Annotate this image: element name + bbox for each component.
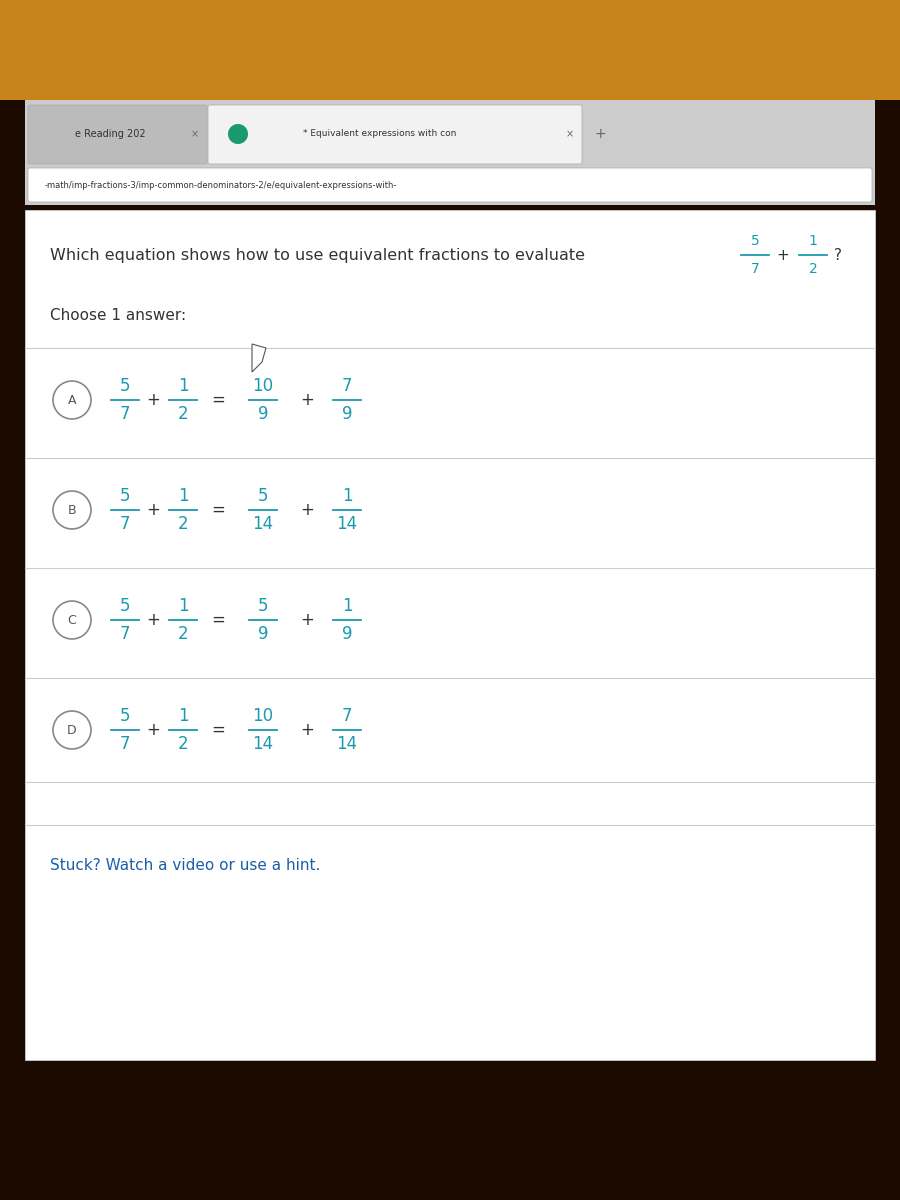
Text: +: +	[777, 247, 789, 263]
Text: 7: 7	[120, 625, 130, 643]
Text: 14: 14	[337, 734, 357, 754]
Text: =: =	[212, 502, 225, 518]
Text: Stuck? Watch a video or use a hint.: Stuck? Watch a video or use a hint.	[50, 858, 320, 872]
Text: 7: 7	[120, 515, 130, 533]
Text: 5: 5	[751, 234, 760, 248]
Text: 7: 7	[120, 404, 130, 422]
Text: 5: 5	[257, 487, 268, 505]
Text: 9: 9	[257, 625, 268, 643]
Text: 9: 9	[257, 404, 268, 422]
Text: 5: 5	[120, 377, 130, 395]
Text: +: +	[146, 611, 160, 629]
Text: Choose 1 answer:: Choose 1 answer:	[50, 307, 186, 323]
Text: e Reading 202: e Reading 202	[75, 128, 145, 139]
Text: 7: 7	[342, 707, 352, 725]
Text: +: +	[300, 611, 314, 629]
Text: 1: 1	[177, 707, 188, 725]
Text: 5: 5	[120, 596, 130, 614]
FancyBboxPatch shape	[25, 100, 875, 205]
Text: 7: 7	[342, 377, 352, 395]
Text: 5: 5	[257, 596, 268, 614]
Text: 10: 10	[252, 707, 274, 725]
Text: * Equivalent expressions with con: * Equivalent expressions with con	[303, 130, 456, 138]
Text: 5: 5	[120, 707, 130, 725]
Text: D: D	[68, 724, 76, 737]
Circle shape	[228, 124, 248, 144]
Text: ?: ?	[834, 247, 842, 263]
Text: 1: 1	[177, 487, 188, 505]
Text: +: +	[300, 502, 314, 518]
Text: Which equation shows how to use equivalent fractions to evaluate: Which equation shows how to use equivale…	[50, 247, 585, 263]
Text: +: +	[300, 391, 314, 409]
Text: 5: 5	[120, 487, 130, 505]
Text: 14: 14	[252, 734, 274, 754]
Text: =: =	[212, 721, 225, 739]
Text: ×: ×	[566, 128, 574, 139]
Text: ×: ×	[191, 128, 199, 139]
FancyBboxPatch shape	[0, 0, 900, 150]
Text: +: +	[146, 502, 160, 518]
FancyBboxPatch shape	[208, 104, 582, 164]
Text: +: +	[146, 721, 160, 739]
Text: =: =	[212, 611, 225, 629]
Text: +: +	[146, 391, 160, 409]
Text: 10: 10	[252, 377, 274, 395]
Polygon shape	[252, 344, 266, 372]
Circle shape	[53, 491, 91, 529]
FancyBboxPatch shape	[25, 210, 875, 1060]
FancyBboxPatch shape	[28, 104, 207, 164]
Text: 1: 1	[177, 377, 188, 395]
Text: 7: 7	[751, 262, 760, 276]
Circle shape	[53, 710, 91, 749]
Text: 14: 14	[337, 515, 357, 533]
Text: 1: 1	[808, 234, 817, 248]
Text: 14: 14	[252, 515, 274, 533]
Text: 2: 2	[177, 625, 188, 643]
Text: A: A	[68, 394, 76, 407]
FancyBboxPatch shape	[28, 168, 872, 202]
Text: +: +	[594, 127, 606, 140]
Text: 1: 1	[342, 596, 352, 614]
FancyBboxPatch shape	[0, 100, 900, 1200]
Text: 1: 1	[342, 487, 352, 505]
Text: -math/imp-fractions-3/imp-common-denominators-2/e/equivalent-expressions-with-: -math/imp-fractions-3/imp-common-denomin…	[45, 180, 398, 190]
Text: =: =	[212, 391, 225, 409]
Text: 2: 2	[177, 404, 188, 422]
Text: +: +	[300, 721, 314, 739]
Text: 9: 9	[342, 625, 352, 643]
Circle shape	[53, 601, 91, 638]
Circle shape	[53, 382, 91, 419]
Text: 2: 2	[808, 262, 817, 276]
Text: B: B	[68, 504, 76, 516]
Text: C: C	[68, 613, 76, 626]
Text: 9: 9	[342, 404, 352, 422]
Text: 1: 1	[177, 596, 188, 614]
Text: 2: 2	[177, 515, 188, 533]
Text: 2: 2	[177, 734, 188, 754]
Text: 7: 7	[120, 734, 130, 754]
